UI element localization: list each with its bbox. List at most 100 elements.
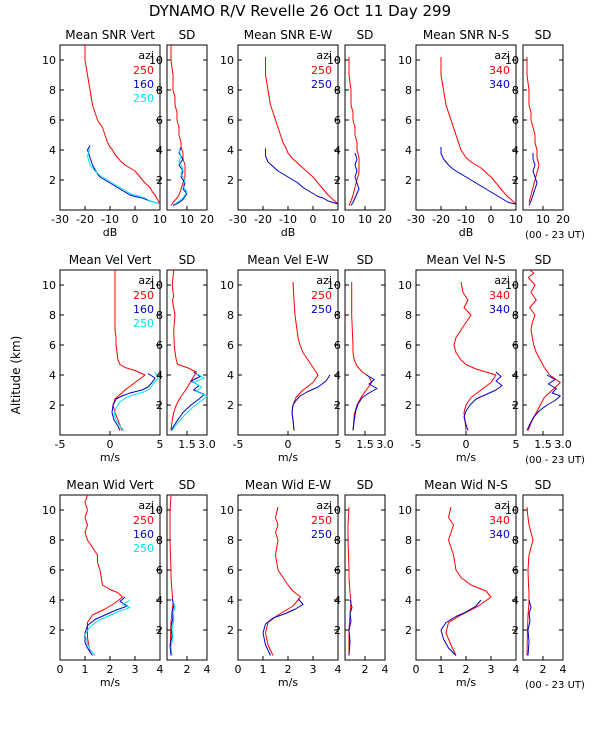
panel-3: Mean SNR E-W 2 4 6 8 10 -30 -20 -10 0 10 dB azi 25025… bbox=[220, 28, 345, 239]
y-tick-label: 6 bbox=[49, 339, 56, 352]
legend-entry: 250 bbox=[133, 514, 154, 527]
x-tick-label: -20 bbox=[432, 213, 450, 226]
x-tick-label: 10 bbox=[358, 213, 372, 226]
x-tick-label: 10 bbox=[153, 213, 167, 226]
x-tick-label: 1.5 bbox=[356, 438, 374, 451]
x-tick-label: 3 bbox=[132, 663, 139, 676]
x-tick-label: 2 bbox=[540, 663, 547, 676]
y-tick-label: 6 bbox=[512, 564, 519, 577]
series-line bbox=[84, 596, 128, 656]
legend-entry: 340 bbox=[489, 303, 510, 316]
y-tick-label: 2 bbox=[156, 624, 163, 637]
legend-title: azi bbox=[494, 49, 510, 62]
x-tick-label: -10 bbox=[101, 213, 119, 226]
panel-title: SD bbox=[179, 253, 196, 267]
y-tick-label: 10 bbox=[505, 504, 519, 517]
series-line bbox=[265, 506, 301, 656]
series-line bbox=[171, 373, 208, 431]
series-line bbox=[113, 371, 159, 431]
panel-title: Mean Vel Vert bbox=[69, 253, 152, 267]
panel-frame bbox=[522, 44, 564, 211]
panel-title: Mean Wid N-S bbox=[424, 478, 508, 492]
y-tick-label: 10 bbox=[327, 54, 341, 67]
series-line bbox=[528, 153, 538, 206]
series-line bbox=[352, 374, 378, 431]
y-tick-label: 4 bbox=[512, 144, 519, 157]
y-tick-label: 8 bbox=[405, 534, 412, 547]
legend-entry: 340 bbox=[489, 528, 510, 541]
series-line bbox=[169, 494, 174, 656]
y-tick-label: 6 bbox=[49, 564, 56, 577]
y-tick-label: 6 bbox=[405, 564, 412, 577]
panel-title: SD bbox=[357, 478, 374, 492]
y-tick-label: 6 bbox=[405, 339, 412, 352]
panel-title: SD bbox=[535, 478, 552, 492]
y-tick-label: 6 bbox=[49, 114, 56, 127]
y-tick-label: 2 bbox=[49, 399, 56, 412]
y-tick-label: 10 bbox=[42, 54, 56, 67]
y-tick-label: 6 bbox=[334, 339, 341, 352]
y-axis-label: Altitude (km) bbox=[9, 336, 23, 415]
legend-title: azi bbox=[138, 49, 154, 62]
x-tick-label: 2 bbox=[184, 663, 191, 676]
legend-entry: 250 bbox=[311, 289, 332, 302]
series-line bbox=[170, 45, 186, 206]
series-line bbox=[265, 148, 339, 205]
y-tick-label: 8 bbox=[49, 84, 56, 97]
series-line bbox=[170, 599, 176, 656]
x-tick-label: 0 bbox=[132, 213, 139, 226]
series-line bbox=[527, 269, 561, 431]
time-note: (00 - 23 UT) bbox=[525, 230, 585, 241]
y-tick-label: 2 bbox=[227, 399, 234, 412]
legend-entry: 250 bbox=[311, 64, 332, 77]
panel-title: Mean Vel N-S bbox=[426, 253, 505, 267]
x-tick-label: 10 bbox=[331, 213, 345, 226]
series-line bbox=[526, 374, 561, 431]
y-tick-label: 4 bbox=[405, 594, 412, 607]
x-tick-label: 20 bbox=[556, 213, 570, 226]
y-tick-label: 10 bbox=[327, 279, 341, 292]
legend-entry: 340 bbox=[489, 64, 510, 77]
legend-entry: 250 bbox=[133, 92, 154, 105]
y-tick-label: 2 bbox=[512, 174, 519, 187]
x-tick-label: 2 bbox=[362, 663, 369, 676]
series-line bbox=[453, 281, 497, 431]
y-tick-label: 10 bbox=[505, 54, 519, 67]
x-tick-label: 0 bbox=[310, 213, 317, 226]
y-tick-label: 10 bbox=[220, 279, 234, 292]
legend-title: azi bbox=[494, 274, 510, 287]
y-tick-label: 6 bbox=[227, 114, 234, 127]
x-tick-label: 3 bbox=[488, 663, 495, 676]
panel-frame bbox=[344, 44, 386, 211]
panel-title: SD bbox=[535, 28, 552, 42]
panel-title: Mean SNR E-W bbox=[244, 28, 333, 42]
panel-frame bbox=[166, 44, 208, 211]
x-tick-label: 0 bbox=[107, 438, 114, 451]
panel-title: SD bbox=[179, 478, 196, 492]
series-line bbox=[463, 371, 503, 431]
y-tick-label: 8 bbox=[405, 309, 412, 322]
panel-6: SD 2 4 6 8 10 10 20 (00 - 23 UT) bbox=[505, 28, 585, 241]
y-tick-label: 8 bbox=[227, 309, 234, 322]
y-tick-label: 4 bbox=[512, 594, 519, 607]
x-tick-label: 4 bbox=[157, 663, 164, 676]
x-axis-label: dB bbox=[103, 226, 118, 239]
series-line bbox=[440, 57, 517, 205]
y-tick-label: 10 bbox=[398, 504, 412, 517]
x-tick-label: 4 bbox=[335, 663, 342, 676]
legend-title: azi bbox=[316, 49, 332, 62]
x-tick-label: 4 bbox=[560, 663, 567, 676]
y-tick-label: 6 bbox=[334, 114, 341, 127]
legend-entry: 160 bbox=[133, 528, 154, 541]
panel-10: SD 2 4 6 8 10 1.5 3.0 bbox=[327, 253, 394, 451]
y-tick-label: 4 bbox=[227, 369, 234, 382]
y-tick-label: 10 bbox=[327, 504, 341, 517]
y-tick-label: 2 bbox=[405, 624, 412, 637]
x-tick-label: 1.5 bbox=[178, 438, 196, 451]
x-tick-label: -10 bbox=[279, 213, 297, 226]
y-tick-label: 4 bbox=[334, 144, 341, 157]
